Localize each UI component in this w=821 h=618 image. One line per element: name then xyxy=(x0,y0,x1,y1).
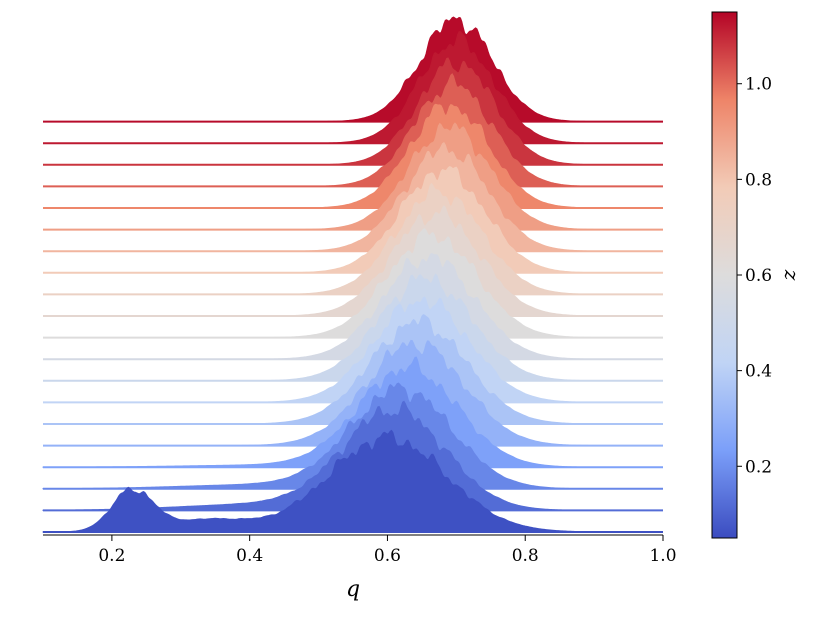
x-tick-label: 0.4 xyxy=(236,546,263,566)
ridge-series-19 xyxy=(43,31,663,144)
ridge-series-14 xyxy=(43,141,663,252)
x-tick-label: 0.6 xyxy=(374,546,401,566)
colorbar: 0.2 0.4 0.6 0.8 1.0 xyxy=(711,11,772,539)
x-axis-label: q xyxy=(346,577,360,602)
ridge-series-group xyxy=(42,16,663,533)
colorbar-tick-label: 0.6 xyxy=(745,266,772,286)
x-tick-label: 0.2 xyxy=(98,546,125,566)
colorbar-tick-label: 1.0 xyxy=(745,75,772,95)
ridge-series-11 xyxy=(43,205,663,317)
ridge-series-15 xyxy=(43,122,663,231)
colorbar-label: z xyxy=(776,269,800,281)
ridge-series-18 xyxy=(43,57,663,166)
colorbar-tick-label: 0.8 xyxy=(745,170,772,190)
ridge-series-20 xyxy=(43,16,663,123)
ridge-series-17 xyxy=(43,73,663,187)
x-tick-label: 0.8 xyxy=(512,546,539,566)
x-axis: 0.2 0.4 0.6 0.8 1.0 xyxy=(43,534,677,566)
x-tick-label: 1.0 xyxy=(649,546,676,566)
colorbar-gradient xyxy=(711,11,738,539)
colorbar-tick-label: 0.2 xyxy=(745,457,772,477)
colorbar-tick-label: 0.4 xyxy=(745,362,772,382)
ridge-series-12 xyxy=(43,182,663,295)
ridge-series-1 xyxy=(42,429,663,533)
